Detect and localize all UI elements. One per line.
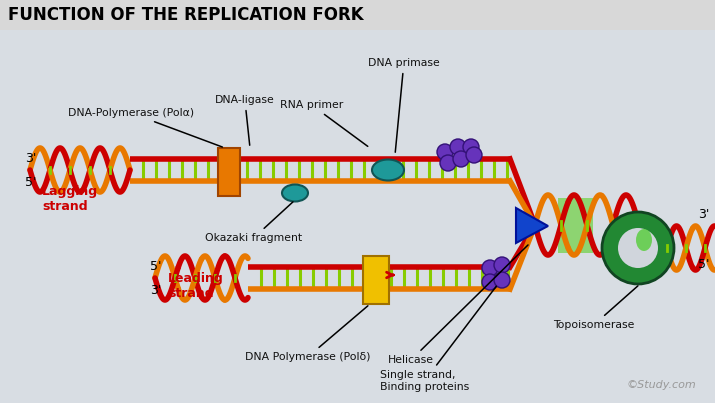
Circle shape [482, 274, 498, 290]
Polygon shape [516, 208, 548, 243]
Text: ©Study.com: ©Study.com [626, 380, 696, 390]
Circle shape [618, 228, 658, 268]
FancyBboxPatch shape [218, 148, 240, 196]
Ellipse shape [636, 229, 652, 251]
Text: 5': 5' [150, 260, 162, 274]
Circle shape [494, 272, 510, 288]
Ellipse shape [282, 185, 308, 202]
Text: Lagging
strand: Lagging strand [42, 185, 98, 213]
Text: DNA-Polymerase (Polα): DNA-Polymerase (Polα) [68, 108, 222, 147]
FancyBboxPatch shape [363, 256, 389, 304]
Circle shape [466, 147, 482, 163]
Text: Topoisomerase: Topoisomerase [553, 286, 638, 330]
Circle shape [494, 257, 510, 273]
Text: Leading
strand: Leading strand [168, 272, 224, 300]
Text: DNA primase: DNA primase [368, 58, 440, 152]
Circle shape [482, 260, 498, 276]
Text: 3': 3' [698, 208, 709, 222]
Circle shape [437, 144, 453, 160]
Text: RNA primer: RNA primer [280, 100, 368, 146]
Text: 5': 5' [698, 258, 709, 272]
Text: 3': 3' [25, 152, 36, 166]
Circle shape [440, 155, 456, 171]
Text: 3': 3' [150, 283, 162, 297]
Text: Okazaki fragment: Okazaki fragment [205, 202, 302, 243]
Text: DNA-ligase: DNA-ligase [215, 95, 275, 145]
FancyBboxPatch shape [558, 198, 593, 253]
Ellipse shape [372, 160, 404, 181]
FancyBboxPatch shape [0, 0, 715, 30]
Text: Single strand,
Binding proteins: Single strand, Binding proteins [380, 286, 496, 392]
Text: 5': 5' [25, 175, 36, 189]
Circle shape [602, 212, 674, 284]
Text: Helicase: Helicase [388, 245, 528, 365]
Circle shape [463, 139, 479, 155]
Text: DNA Polymerase (Polδ): DNA Polymerase (Polδ) [245, 306, 370, 362]
Text: FUNCTION OF THE REPLICATION FORK: FUNCTION OF THE REPLICATION FORK [8, 6, 364, 24]
Circle shape [453, 151, 469, 167]
Circle shape [450, 139, 466, 155]
